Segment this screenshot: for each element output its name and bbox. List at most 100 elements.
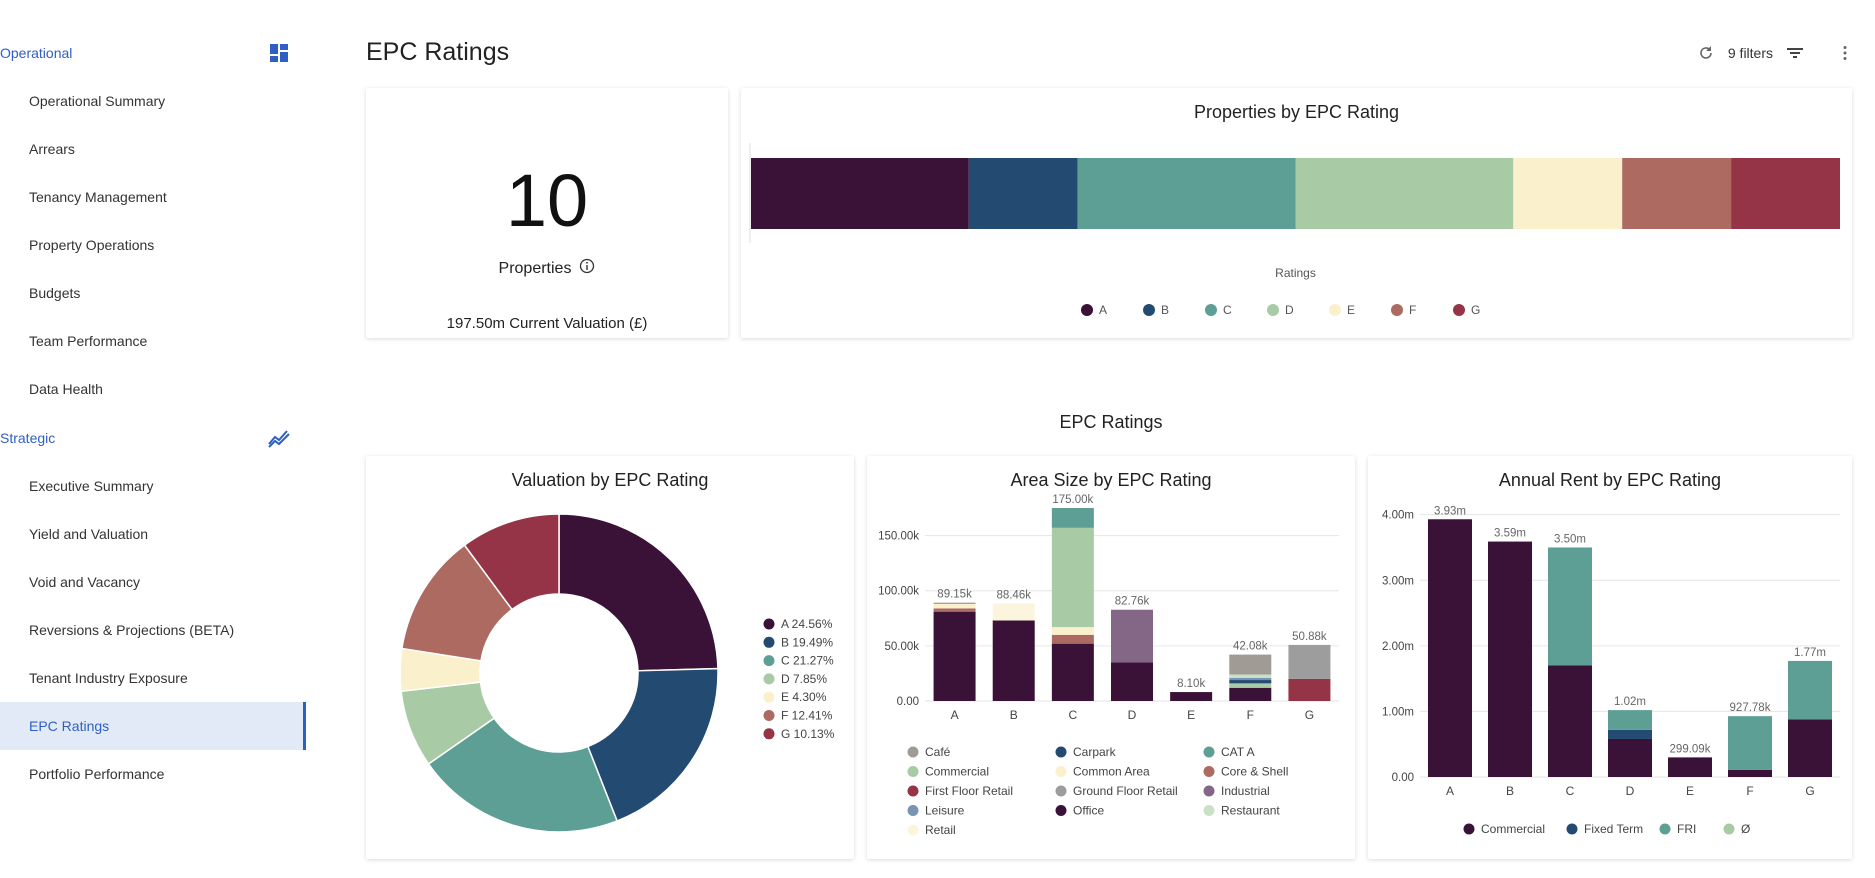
legend-label-ground-floor-retail: Ground Floor Retail [1073,784,1178,798]
properties-by-epc-chart: Ratings A B C D E F G [749,143,1840,317]
dashboard-icon[interactable] [268,42,290,64]
info-icon[interactable] [579,258,595,279]
sidebar-item-portfolio-performance[interactable]: Portfolio Performance [29,766,165,782]
sidebar-section-operational[interactable]: Operational [0,38,290,68]
bar-segment-fri-f [1728,716,1772,770]
kpi-label-row: Properties [366,258,728,279]
bar-segment-carpark-f [1229,680,1272,684]
sidebar-item-epc-ratings[interactable]: EPC Ratings [0,702,306,750]
y-tick-label: 50.00k [884,641,919,653]
legend-marker-caf [907,746,919,758]
bar-segment-g [1731,158,1840,229]
y-tick-label: 1.00m [1382,706,1414,718]
x-tick-label-d: D [1626,784,1635,798]
kpi-card: 10 Properties 197.50m Current Valuation … [366,88,728,338]
bar-segment-commercial-f [1728,769,1772,777]
sidebar-item-executive-summary[interactable]: Executive Summary [29,478,154,494]
more-vert-icon[interactable] [1835,43,1855,63]
sidebar-item-budgets[interactable]: Budgets [29,285,81,301]
legend-label-a: A [1099,303,1107,317]
legend-label-g: G [1471,303,1480,317]
x-tick-label-f: F [1247,708,1254,722]
legend-label-restaurant: Restaurant [1221,804,1280,818]
legend-label-first-floor-retail: First Floor Retail [925,784,1013,798]
legend-marker-carpark [1055,746,1067,758]
legend-marker-common-area [1055,766,1067,777]
kpi-subtitle: 197.50m Current Valuation (£) [446,315,648,332]
bar-segment-ground-floor-retail-g [1288,644,1331,679]
legend-marker-e [763,691,775,703]
sidebar-item-property-operations[interactable]: Property Operations [29,237,155,253]
sidebar-item-data-health[interactable]: Data Health [29,381,103,397]
legend-label-e: E 4.30% [781,690,827,704]
bar-segment-industrial-d [1111,609,1153,663]
legend-marker-c [1205,304,1217,316]
y-tick-label: 150.00k [878,531,919,543]
total-label-c: 3.50m [1554,533,1586,545]
sidebar-item-tenancy-management[interactable]: Tenancy Management [29,189,167,205]
filter-icon[interactable] [1785,43,1805,63]
legend-label-f: F [1409,303,1416,317]
annual-rent-chart: 0.00 1.00m 2.00m 3.00m 4.00m 3.93m A 3.59m B 3.50… [1382,505,1840,836]
bar-segment-cat-a-c [1051,508,1094,528]
bar-segment-d [1295,158,1514,229]
donut-slice-c [427,717,619,833]
sidebar-item-reversions-projections-beta[interactable]: Reversions & Projections (BETA) [29,622,235,638]
bar-segment-b [968,158,1078,229]
bar-segment-commercial-d [1608,738,1652,777]
legend-marker-a [763,618,775,630]
legend-marker-leisure [907,805,919,816]
x-tick-label-c: C [1069,708,1078,722]
legend-marker-commercial [1463,823,1475,835]
total-label-a: 89.15k [937,589,972,601]
sidebar-item-void-and-vacancy[interactable]: Void and Vacancy [29,574,141,590]
sidebar-section-label: Strategic [0,430,56,446]
total-label-d: 1.02m [1614,696,1646,708]
legend-marker-c [763,655,775,667]
legend-label-fri: FRI [1677,822,1696,836]
bar-segment-office-c [1051,643,1094,701]
properties-by-epc-card: Properties by EPC Rating Ratings A B C D E F G [741,88,1852,338]
sidebar-item-arrears[interactable]: Arrears [29,141,75,157]
sidebar-section-strategic[interactable]: Strategic [0,423,290,453]
legend-marker-retail [907,824,919,836]
chart-title: Area Size by EPC Rating [1010,470,1212,490]
legend-marker-f [763,710,775,721]
legend-label-leisure: Leisure [925,804,965,818]
legend-marker-first-floor-retail [907,785,919,797]
total-label-d: 82.76k [1115,596,1150,608]
bar-segment-office-a [933,611,976,701]
sidebar-item-tenant-industry-exposure[interactable]: Tenant Industry Exposure [29,670,188,686]
total-label-e: 299.09k [1670,743,1711,755]
x-tick-label-b: B [1010,708,1018,722]
kpi-label: Properties [498,259,572,277]
sidebar-section-label: Operational [0,45,73,61]
legend-label-fixed-term: Fixed Term [1584,822,1643,836]
bar-segment-leisure-f [1229,677,1272,681]
legend-label-caf: Café [925,745,951,759]
bar-segment-common-area-c [1051,627,1094,635]
donut-slice-b [586,667,719,822]
bar-segment-commercial-e [1668,757,1712,777]
refresh-icon[interactable] [1696,43,1716,63]
y-tick-label: 4.00m [1382,510,1414,522]
bar-segment-office-f [1229,687,1272,701]
sidebar-item-yield-and-valuation[interactable]: Yield and Valuation [29,526,149,542]
legend-marker-g [1453,304,1465,316]
trend-icon[interactable] [268,427,290,449]
legend-marker-fri [1659,823,1671,835]
legend-label-retail: Retail [925,823,956,837]
legend-label-b: B [1161,303,1169,317]
bar-segment-core-shell-a [933,608,976,612]
legend-marker-e [1329,304,1341,316]
x-tick-label-c: C [1566,784,1575,798]
sidebar: Operational Operational Summary Arrears Te… [0,0,308,878]
sidebar-item-operational-summary[interactable]: Operational Summary [29,93,166,109]
total-label-b: 3.59m [1494,528,1526,540]
bar-segment-a [751,158,969,229]
sidebar-item-team-performance[interactable]: Team Performance [29,333,148,349]
filters-count[interactable]: 9 filters [1727,45,1773,61]
bar-segment-commercial-a [1428,519,1472,777]
legend-label-office: Office [1073,804,1104,818]
legend-marker-industrial [1203,785,1215,797]
